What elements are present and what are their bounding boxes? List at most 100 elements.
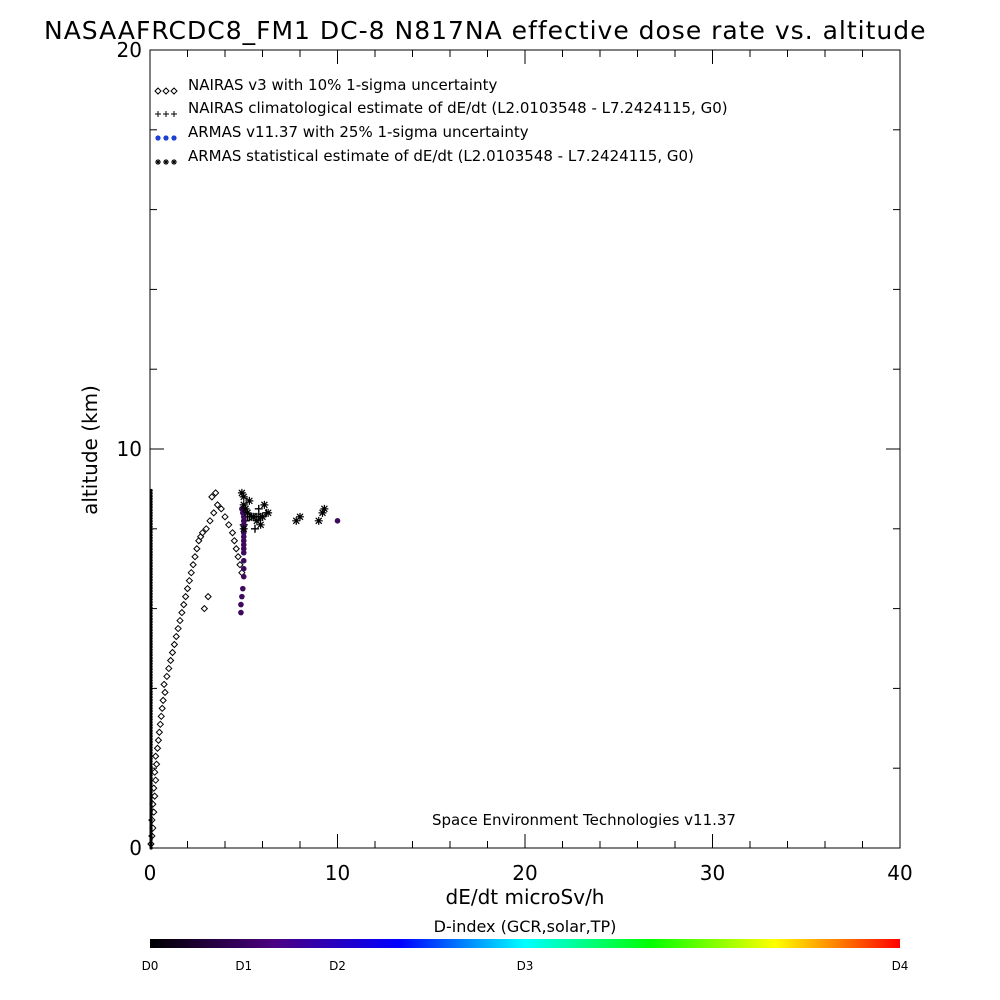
y-tick-label: 20 [117,38,142,62]
axes: 0 10 20 30 40 0 10 20 [117,38,913,885]
x-tick-label: 40 [887,861,912,885]
y-tick-label: 0 [129,836,142,860]
data-point [239,593,245,600]
data-point [296,512,304,521]
data-point [198,529,207,537]
colorbar-label: D3 [517,959,534,973]
data-point [254,504,263,513]
series-dot [238,506,341,616]
data-point [200,604,209,613]
plot-frame [149,49,901,849]
data-point [151,776,160,784]
data-point [206,517,214,525]
data-point [240,585,246,592]
data-point [210,509,218,517]
data-point [256,520,265,529]
data-point [228,529,237,537]
data-point [183,584,192,593]
data-point [213,501,222,509]
data-point [240,545,247,552]
legend-marker-nairas [154,87,178,95]
data-point [157,712,165,721]
legend: NAIRAS v3 with 10% 1-sigma uncertainty N… [154,76,728,165]
data-point [258,512,267,521]
legend-label-armas: ARMAS v11.37 with 25% 1-sigma uncertaint… [188,123,529,141]
y-tick-label: 10 [117,437,142,461]
data-point [238,609,244,616]
data-point [191,553,199,561]
data-point [174,624,182,633]
data-point [150,768,159,776]
data-point [239,500,248,509]
data-point [154,736,163,744]
legend-marker-armas [155,135,177,141]
legend-label-nairas-climatological: NAIRAS climatological estimate of dE/dt … [188,99,728,117]
data-point [320,504,329,513]
x-axis-title: dE/dt microSv/h [446,885,605,909]
colorbar-label: D0 [142,959,159,973]
data-point [251,524,259,533]
series-asterisk [237,488,329,533]
data-point [221,513,229,521]
data-point [170,640,179,649]
data-point [239,524,248,533]
data-point [292,516,301,525]
x-tick-label: 30 [700,861,725,885]
data-point [158,704,166,713]
data-point [217,505,225,513]
data-point [185,576,194,585]
data-point [240,565,247,572]
data-point [189,561,197,569]
data-point [240,549,247,556]
colorbar-label: D4 [892,959,909,973]
data-point [240,541,247,548]
data-point [334,518,341,524]
data-point [232,545,240,553]
data-point [241,504,250,513]
data-point [176,616,184,625]
data-point [187,568,195,577]
colorbar-labels: D0 D1 D2 D3 D4 [142,959,909,973]
data-point [240,533,247,540]
x-tick-label: 10 [325,861,350,885]
data-point [318,508,327,517]
colorbar-title: D-index (GCR,solar,TP) [434,917,617,936]
colorbar-label: D2 [329,959,346,973]
data-point [168,648,177,657]
data-point [234,553,242,561]
data-point [239,492,248,501]
data-point [240,537,247,544]
data-point [252,516,261,525]
data-point [155,728,164,736]
data-point [181,592,190,601]
credit-annotation: Space Environment Technologies v11.37 [432,811,736,829]
legend-label-nairas: NAIRAS v3 with 10% 1-sigma uncertainty [188,76,497,94]
data-point [163,672,171,681]
data-point [236,561,244,569]
data-point [240,573,247,580]
legend-marker-nairas-climatological [155,111,177,117]
data-point [156,720,165,729]
y-axis-title: altitude (km) [78,385,102,515]
colorbar [150,939,900,948]
data-point [195,537,203,545]
x-tick-label: 20 [512,861,537,885]
legend-label-armas-statistical: ARMAS statistical estimate of dE/dt (L2.… [188,147,694,165]
legend-marker-armas-statistical [155,159,177,165]
data-point [151,752,160,760]
data-point [161,688,169,697]
data-point [159,696,167,705]
data-point [172,632,180,641]
x-tick-label: 0 [144,861,157,885]
data-point [245,496,254,505]
data-point [178,608,186,617]
data-point [196,533,205,541]
data-point [152,760,161,768]
data-point [225,521,233,529]
series-diamond [147,489,246,848]
data-point [204,592,212,601]
data-point [314,516,323,525]
data-point [260,500,269,509]
data-point [180,600,188,609]
